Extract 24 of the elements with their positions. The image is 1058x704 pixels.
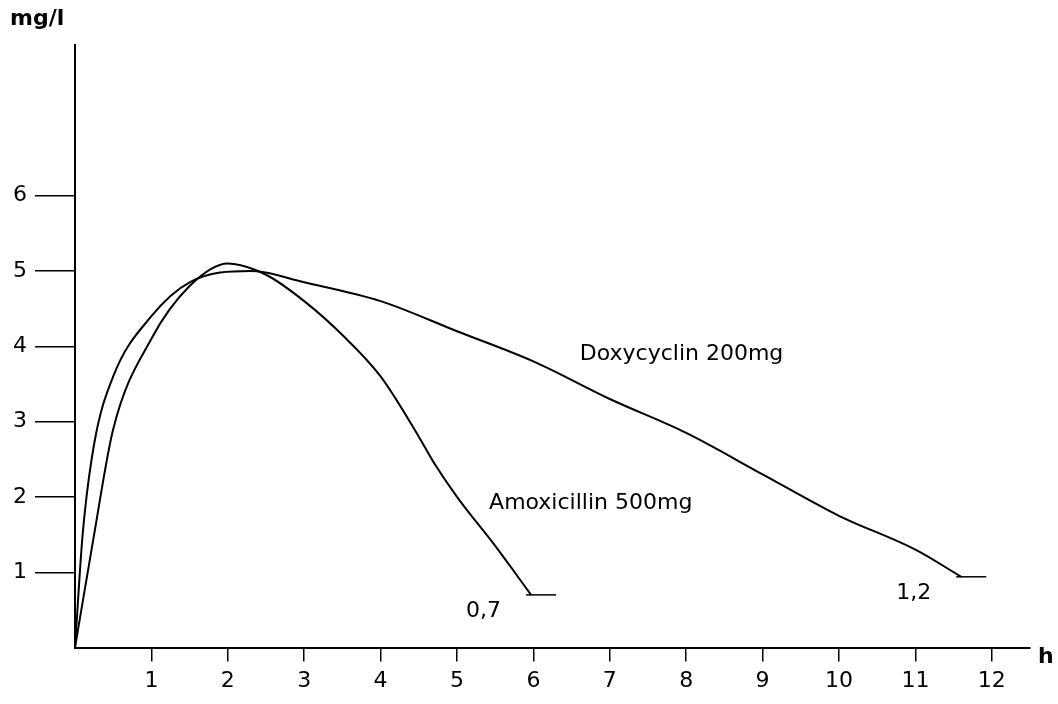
x-tick-label: 1: [144, 666, 159, 692]
x-tick-label: 5: [450, 666, 464, 692]
x-tick-label: 4: [373, 666, 388, 692]
y-tick-label: 3: [13, 407, 27, 433]
y-tick-label: 2: [13, 482, 27, 508]
x-axis-title: h: [1038, 643, 1054, 669]
series-label: Amoxicillin 500mg: [489, 488, 693, 514]
y-tick-label: 4: [13, 332, 27, 358]
y-tick-label: 1: [13, 557, 27, 583]
series-label: Doxycyclin 200mg: [579, 339, 784, 365]
x-tick-label: 7: [602, 666, 617, 692]
x-tick-label: 6: [526, 666, 541, 692]
x-tick-label: 3: [297, 666, 312, 692]
x-tick-label: 2: [220, 666, 235, 692]
y-tick-label: 6: [13, 181, 27, 207]
x-tick-label: 12: [977, 666, 1006, 692]
x-tick-label: 11: [901, 666, 930, 692]
annotation: 0,7: [466, 596, 502, 622]
x-tick-label: 10: [825, 666, 853, 692]
annotation: 1,2: [896, 578, 932, 604]
x-tick-label: 8: [679, 666, 694, 692]
y-axis-title: mg/l: [10, 4, 65, 30]
x-tick-label: 9: [755, 666, 770, 692]
y-tick-label: 5: [13, 256, 27, 282]
